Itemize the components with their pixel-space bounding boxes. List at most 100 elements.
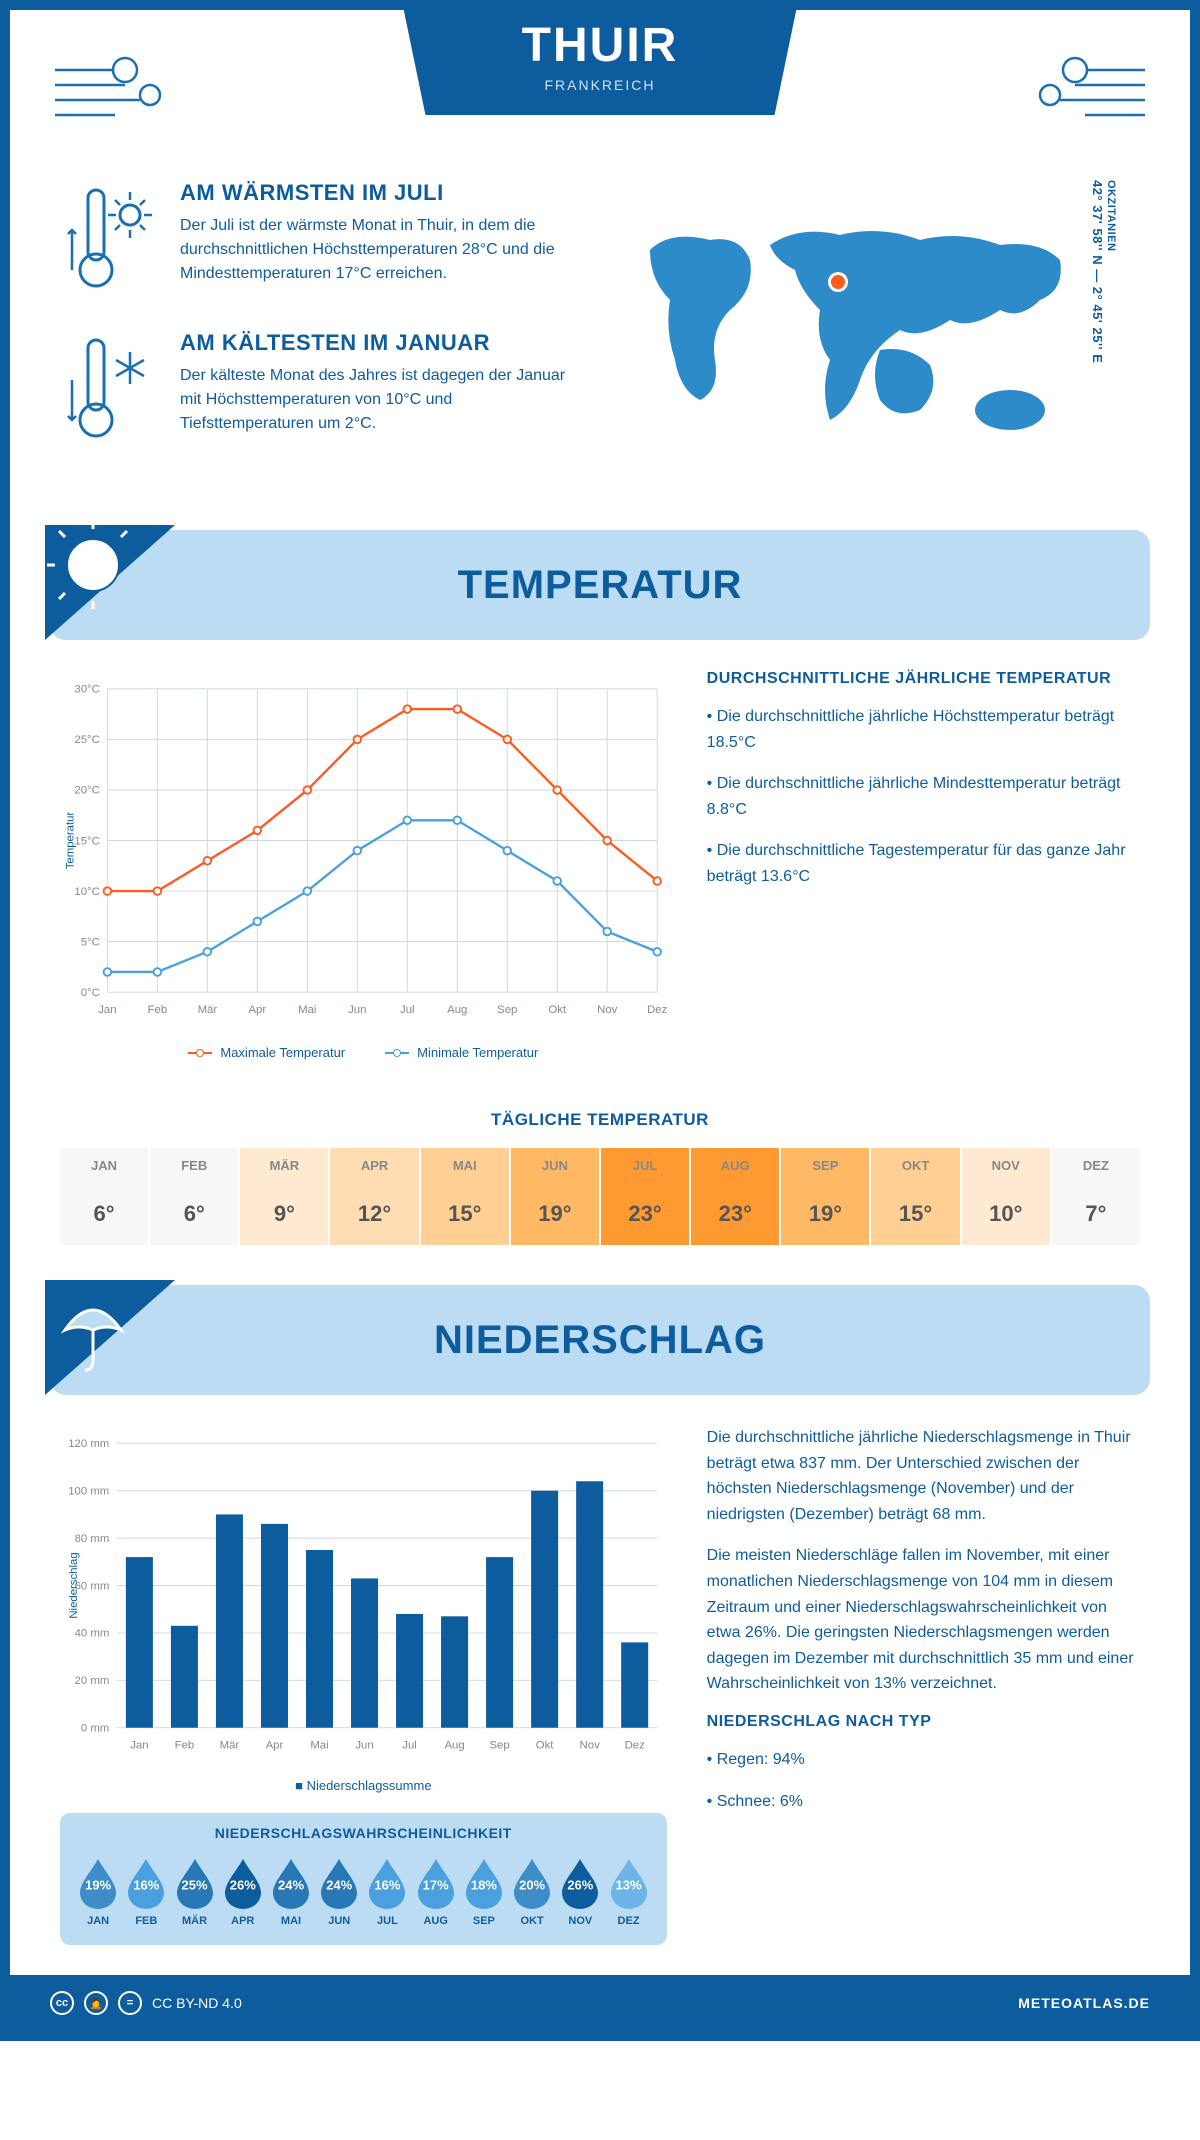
- temperature-title: TEMPERATUR: [458, 563, 743, 608]
- daily-temp-cell: NOV10°: [962, 1148, 1050, 1245]
- svg-text:Nov: Nov: [580, 1740, 601, 1752]
- svg-text:Jan: Jan: [130, 1740, 148, 1752]
- svg-text:Okt: Okt: [536, 1740, 555, 1752]
- temp-bullet-2: • Die durchschnittliche jährliche Mindes…: [707, 771, 1140, 822]
- svg-text:30°C: 30°C: [74, 684, 99, 696]
- probability-drop: 16% FEB: [124, 1855, 168, 1927]
- wind-icon-left: [50, 40, 190, 130]
- svg-text:15°C: 15°C: [74, 835, 99, 847]
- facts-column: AM WÄRMSTEN IM JULI Der Juli ist der wär…: [60, 180, 580, 480]
- svg-text:Dez: Dez: [647, 1004, 667, 1016]
- probability-drops: 19% JAN 16% FEB 25% MÄR 26% APR 24% MAI: [76, 1855, 651, 1927]
- svg-text:20°C: 20°C: [74, 785, 99, 797]
- daily-temp-grid: JAN6°FEB6°MÄR9°APR12°MAI15°JUN19°JUL23°A…: [60, 1148, 1140, 1245]
- precip-p2: Die meisten Niederschläge fallen im Nove…: [707, 1543, 1140, 1697]
- svg-text:Jul: Jul: [400, 1004, 415, 1016]
- svg-text:120 mm: 120 mm: [68, 1438, 109, 1450]
- daily-temp-cell: FEB6°: [150, 1148, 238, 1245]
- daily-temp-title: TÄGLICHE TEMPERATUR: [10, 1110, 1190, 1130]
- probability-drop: 19% JAN: [76, 1855, 120, 1927]
- probability-box: NIEDERSCHLAGSWAHRSCHEINLICHKEIT 19% JAN …: [60, 1813, 667, 1945]
- probability-drop: 24% MAI: [269, 1855, 313, 1927]
- precipitation-legend: Niederschlagssumme: [60, 1778, 667, 1793]
- svg-text:Mär: Mär: [220, 1740, 240, 1752]
- fact-warm-title: AM WÄRMSTEN IM JULI: [180, 180, 580, 206]
- section-header-precipitation: NIEDERSCHLAG: [50, 1285, 1150, 1395]
- svg-text:Temperatur: Temperatur: [64, 812, 76, 870]
- infographic-container: THUIR FRANKREICH AM WÄRMSTEN IM JULI Der…: [0, 0, 1200, 2041]
- nd-icon: =: [118, 1991, 142, 2015]
- country-subtitle: FRANKREICH: [522, 77, 679, 93]
- temp-bullet-1: • Die durchschnittliche jährliche Höchst…: [707, 704, 1140, 755]
- wind-icon-right: [1010, 40, 1150, 130]
- daily-temp-cell: JUN19°: [511, 1148, 599, 1245]
- daily-temp-cell: OKT15°: [871, 1148, 959, 1245]
- svg-text:Jun: Jun: [355, 1740, 373, 1752]
- site-name: METEOATLAS.DE: [1018, 1995, 1150, 2011]
- header: THUIR FRANKREICH: [10, 10, 1190, 150]
- probability-drop: 17% AUG: [414, 1855, 458, 1927]
- location-marker: [831, 275, 845, 289]
- svg-text:Sep: Sep: [497, 1004, 517, 1016]
- svg-text:25°C: 25°C: [74, 734, 99, 746]
- svg-text:40 mm: 40 mm: [75, 1628, 110, 1640]
- svg-text:Nov: Nov: [597, 1004, 618, 1016]
- temperature-line-chart: 0°C5°C10°C15°C20°C25°C30°CJanFebMärAprMa…: [60, 670, 667, 1030]
- thermometer-sun-icon: [60, 180, 160, 300]
- svg-text:Mai: Mai: [298, 1004, 316, 1016]
- daily-temp-cell: AUG23°: [691, 1148, 779, 1245]
- fact-coldest: AM KÄLTESTEN IM JANUAR Der kälteste Mona…: [60, 330, 580, 450]
- section-header-temperature: TEMPERATUR: [50, 530, 1150, 640]
- fact-warmest: AM WÄRMSTEN IM JULI Der Juli ist der wär…: [60, 180, 580, 300]
- svg-text:20 mm: 20 mm: [75, 1675, 110, 1687]
- probability-drop: 16% JUL: [365, 1855, 409, 1927]
- svg-text:Okt: Okt: [548, 1004, 567, 1016]
- svg-text:Jul: Jul: [402, 1740, 417, 1752]
- svg-text:80 mm: 80 mm: [75, 1533, 110, 1545]
- temperature-body: 0°C5°C10°C15°C20°C25°C30°CJanFebMärAprMa…: [10, 670, 1190, 1090]
- temperature-description: DURCHSCHNITTLICHE JÄHRLICHE TEMPERATUR •…: [707, 670, 1140, 1060]
- probability-drop: 24% JUN: [317, 1855, 361, 1927]
- daily-temp-cell: APR12°: [330, 1148, 418, 1245]
- license-text: CC BY-ND 4.0: [152, 1995, 242, 2011]
- svg-text:Aug: Aug: [444, 1740, 464, 1752]
- precip-type-2: • Schnee: 6%: [707, 1789, 1140, 1815]
- license: cc 🙍 = CC BY-ND 4.0: [50, 1991, 242, 2015]
- precip-type-1: • Regen: 94%: [707, 1747, 1140, 1773]
- city-title: THUIR: [522, 18, 679, 73]
- probability-title: NIEDERSCHLAGSWAHRSCHEINLICHKEIT: [76, 1825, 651, 1841]
- precipitation-chart-area: 0 mm20 mm40 mm60 mm80 mm100 mm120 mmJanF…: [60, 1425, 667, 1945]
- probability-drop: 13% DEZ: [606, 1855, 650, 1927]
- daily-temp-cell: DEZ7°: [1052, 1148, 1140, 1245]
- probability-drop: 18% SEP: [462, 1855, 506, 1927]
- fact-cold-text: Der kälteste Monat des Jahres ist dagege…: [180, 364, 580, 436]
- legend-min: Minimale Temperatur: [417, 1045, 538, 1060]
- precip-p1: Die durchschnittliche jährliche Niedersc…: [707, 1425, 1140, 1527]
- probability-drop: 20% OKT: [510, 1855, 554, 1927]
- coordinates: OKZITANIEN 42° 37' 58'' N — 2° 45' 25'' …: [1090, 180, 1117, 480]
- daily-temp-cell: JUL23°: [601, 1148, 689, 1245]
- svg-text:Jun: Jun: [348, 1004, 366, 1016]
- svg-text:Aug: Aug: [447, 1004, 467, 1016]
- svg-text:100 mm: 100 mm: [68, 1486, 109, 1498]
- fact-warm-text: Der Juli ist der wärmste Monat in Thuir,…: [180, 214, 580, 286]
- thermometer-snow-icon: [60, 330, 160, 450]
- svg-text:Mär: Mär: [198, 1004, 218, 1016]
- world-map: OKZITANIEN 42° 37' 58'' N — 2° 45' 25'' …: [620, 180, 1140, 480]
- svg-text:0°C: 0°C: [81, 987, 100, 999]
- probability-drop: 25% MÄR: [172, 1855, 216, 1927]
- temperature-chart-area: 0°C5°C10°C15°C20°C25°C30°CJanFebMärAprMa…: [60, 670, 667, 1060]
- svg-text:10°C: 10°C: [74, 886, 99, 898]
- top-section: AM WÄRMSTEN IM JULI Der Juli ist der wär…: [10, 150, 1190, 520]
- svg-text:Feb: Feb: [175, 1740, 195, 1752]
- title-banner: THUIR FRANKREICH: [402, 0, 799, 115]
- svg-text:Dez: Dez: [625, 1740, 646, 1752]
- svg-text:Niederschlag: Niederschlag: [68, 1552, 80, 1618]
- daily-temp-cell: JAN6°: [60, 1148, 148, 1245]
- precipitation-body: 0 mm20 mm40 mm60 mm80 mm100 mm120 mmJanF…: [10, 1425, 1190, 1975]
- svg-text:Jan: Jan: [98, 1004, 116, 1016]
- daily-temp-cell: MAI15°: [421, 1148, 509, 1245]
- daily-temp-cell: SEP19°: [781, 1148, 869, 1245]
- legend-max: Maximale Temperatur: [220, 1045, 345, 1060]
- footer: cc 🙍 = CC BY-ND 4.0 METEOATLAS.DE: [10, 1975, 1190, 2031]
